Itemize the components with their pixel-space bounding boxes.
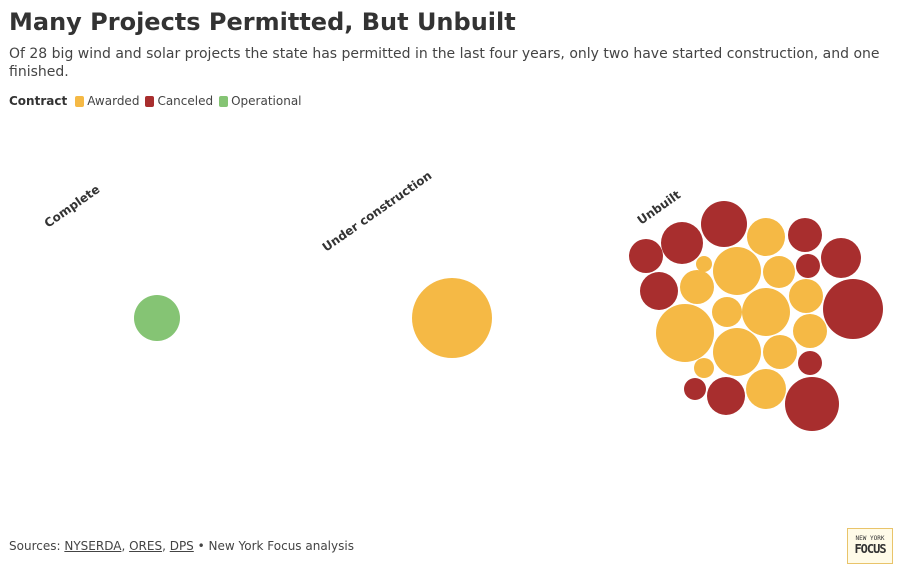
source-link[interactable]: NYSERDA — [64, 539, 122, 553]
legend-item: Awarded — [75, 94, 139, 108]
legend-item: Canceled — [145, 94, 213, 108]
footer-prefix: Sources: — [9, 539, 61, 553]
legend-item: Operational — [219, 94, 302, 108]
bubble — [763, 335, 797, 369]
group-label: Under construction — [320, 168, 435, 254]
chart: Complete Under construction Unbuilt — [42, 168, 883, 431]
bubble — [785, 377, 839, 431]
legend-label: Canceled — [157, 94, 214, 108]
bubble — [789, 279, 823, 313]
bubble — [823, 279, 883, 339]
bubble — [640, 272, 678, 310]
bubble — [629, 239, 663, 273]
bubble — [713, 247, 761, 295]
bubble — [798, 351, 822, 375]
bubble — [788, 218, 822, 252]
bubble — [821, 238, 861, 278]
bubble — [796, 254, 820, 278]
legend: Contract Awarded Canceled Operational — [9, 94, 304, 108]
title: Many Projects Permitted, But Unbuilt — [9, 8, 516, 36]
bubble — [793, 314, 827, 348]
subtitle: Of 28 big wind and solar projects the st… — [9, 46, 880, 80]
legend-label: Awarded — [87, 94, 140, 108]
bubble — [742, 288, 790, 336]
footer-suffix: • New York Focus analysis — [197, 539, 354, 553]
bubble — [412, 278, 492, 358]
group-label: Complete — [42, 182, 103, 230]
bubble — [134, 295, 180, 341]
legend-swatch — [145, 95, 155, 107]
source-link[interactable]: ORES — [129, 539, 163, 553]
bubble — [763, 256, 795, 288]
bubble — [680, 270, 714, 304]
source-link[interactable]: DPS — [169, 539, 194, 553]
legend-label: Operational — [231, 94, 302, 108]
bubble — [694, 358, 714, 378]
bubble — [712, 297, 742, 327]
group-label: Unbuilt — [635, 188, 684, 228]
bubble — [701, 201, 747, 247]
footer: Sources: NYSERDA, ORES, DPS • New York F… — [9, 539, 354, 553]
logo-bottom: FOCUS — [854, 542, 886, 556]
bubble — [656, 304, 714, 362]
bubble — [707, 377, 745, 415]
bubble — [661, 222, 703, 264]
bubble — [696, 256, 712, 272]
bubble — [713, 328, 761, 376]
legend-swatch — [219, 95, 229, 107]
legend-title: Contract — [9, 94, 68, 108]
legend-swatch — [75, 95, 85, 107]
bubble — [684, 378, 706, 400]
bubble — [746, 369, 786, 409]
logo[interactable]: NEW YORK FOCUS — [847, 528, 893, 564]
bubble — [747, 218, 785, 256]
logo-top: NEW YORK — [855, 535, 885, 542]
